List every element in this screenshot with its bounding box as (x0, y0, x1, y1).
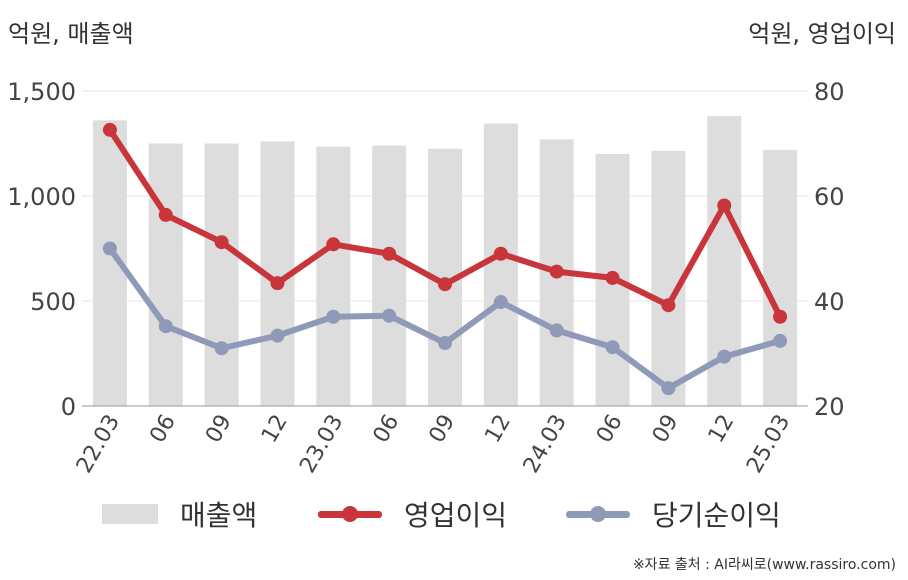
right-axis-unit: 억원, 영업이익 (748, 20, 896, 48)
x-tick-label: 12 (257, 411, 293, 448)
point-operating-profit (270, 276, 285, 291)
y-right-tick-label: 20 (814, 393, 845, 421)
point-net-income (493, 295, 508, 310)
legend-line-swatch (318, 505, 382, 522)
x-tick-label: 12 (704, 411, 740, 448)
bar-revenue (316, 146, 351, 406)
x-tick-label: 24.03 (519, 411, 572, 478)
x-tick-label: 22.03 (72, 411, 125, 478)
point-net-income (102, 241, 117, 256)
point-operating-profit (158, 207, 173, 222)
point-operating-profit (438, 277, 452, 292)
point-operating-profit (382, 246, 397, 261)
point-net-income (382, 308, 397, 323)
point-operating-profit (326, 237, 341, 252)
x-tick-label: 23.03 (295, 411, 348, 478)
bar-revenue (204, 143, 239, 406)
point-operating-profit (773, 309, 788, 324)
legend-item-net-income: 당기순이익 (566, 494, 781, 534)
y-right-tick-label: 80 (814, 78, 845, 106)
x-tick-label: 09 (201, 411, 237, 448)
legend-bar-swatch (102, 504, 158, 524)
legend-label-operating-profit: 영업이익 (404, 499, 508, 532)
x-tick-label: 06 (592, 411, 628, 448)
point-operating-profit (493, 246, 508, 261)
x-tick-label: 12 (480, 411, 516, 448)
x-tick-label: 06 (369, 411, 405, 448)
y-right-tick-label: 60 (814, 183, 845, 211)
point-net-income (605, 340, 620, 355)
bar-revenue (372, 145, 407, 406)
point-operating-profit (102, 122, 117, 137)
legend-label-net-income: 당기순이익 (652, 499, 781, 532)
point-operating-profit (605, 270, 620, 285)
bar-revenue (763, 149, 798, 407)
point-net-income (773, 333, 788, 348)
point-net-income (270, 328, 285, 343)
bar-revenue (483, 123, 518, 407)
y-right-tick-label: 40 (814, 288, 845, 316)
legend-line-swatch (566, 505, 630, 522)
legend-item-operating-profit: 영업이익 (318, 494, 507, 534)
legend-item-revenue: 매출액 (102, 494, 257, 534)
point-net-income (326, 309, 341, 324)
point-operating-profit (717, 198, 732, 213)
x-tick-label: 09 (648, 411, 684, 448)
y-left-tick-label: 1,000 (7, 183, 76, 211)
point-net-income (661, 381, 676, 396)
left-axis-unit: 억원, 매출액 (8, 20, 134, 48)
point-operating-profit (661, 298, 676, 313)
x-tick-label: 25.03 (742, 411, 795, 478)
y-left-tick-label: 1,500 (7, 78, 76, 106)
point-net-income (158, 319, 173, 334)
x-tick-label: 09 (425, 411, 461, 448)
point-operating-profit (214, 235, 229, 250)
source-note: ※자료 출처 : AI라씨로(www.rassiro.com) (632, 557, 896, 573)
bar-revenue (651, 150, 686, 406)
point-net-income (438, 336, 452, 350)
point-operating-profit (549, 264, 564, 279)
y-left-tick-label: 500 (30, 288, 76, 316)
x-tick-label: 06 (145, 411, 181, 448)
y-left-tick-label: 0 (61, 393, 76, 421)
point-net-income (549, 323, 564, 338)
point-net-income (717, 349, 732, 364)
bar-revenue (148, 143, 183, 406)
legend-label-revenue: 매출액 (180, 499, 258, 532)
point-net-income (214, 341, 229, 356)
